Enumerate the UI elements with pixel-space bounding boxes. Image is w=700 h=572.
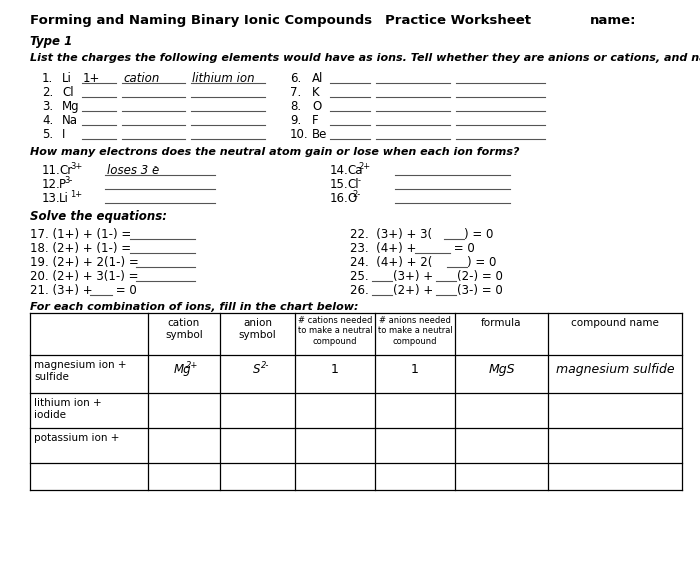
Text: 1+: 1+	[83, 72, 100, 85]
Text: ) = 0: ) = 0	[467, 256, 496, 269]
Text: anion
symbol: anion symbol	[239, 318, 276, 340]
Text: 1.: 1.	[42, 72, 53, 85]
Text: Cl: Cl	[347, 178, 358, 191]
Text: = 0: = 0	[112, 284, 136, 297]
Text: For each combination of ions, fill in the chart below:: For each combination of ions, fill in th…	[30, 302, 358, 312]
Text: 2+: 2+	[186, 361, 198, 370]
Text: 11.: 11.	[42, 164, 61, 177]
Text: 1: 1	[331, 363, 339, 376]
Text: 2-: 2-	[260, 361, 269, 370]
Text: # cations needed
to make a neutral
compound: # cations needed to make a neutral compo…	[298, 316, 372, 346]
Text: 2.: 2.	[42, 86, 53, 99]
Text: Li: Li	[62, 72, 72, 85]
Text: P: P	[59, 178, 66, 191]
Text: name:: name:	[590, 14, 636, 27]
Text: 18. (2+) + (1-) =: 18. (2+) + (1-) =	[30, 242, 131, 255]
Text: 13.: 13.	[42, 192, 61, 205]
Text: loses 3 e: loses 3 e	[107, 164, 160, 177]
Text: 5.: 5.	[42, 128, 53, 141]
Text: MgS: MgS	[489, 363, 514, 376]
Text: 21. (3+) +: 21. (3+) +	[30, 284, 92, 297]
Text: ) = 0: ) = 0	[464, 228, 494, 241]
Text: Cr: Cr	[59, 164, 72, 177]
Text: 19. (2+) + 2(1-) =: 19. (2+) + 2(1-) =	[30, 256, 139, 269]
Text: 3.: 3.	[42, 100, 53, 113]
Text: -: -	[154, 162, 157, 171]
Text: lithium ion +
iodide: lithium ion + iodide	[34, 398, 102, 420]
Text: Forming and Naming Binary Ionic Compounds: Forming and Naming Binary Ionic Compound…	[30, 14, 372, 27]
Text: 8.: 8.	[290, 100, 301, 113]
Text: Al: Al	[312, 72, 323, 85]
Text: 14.: 14.	[330, 164, 349, 177]
Text: Type 1: Type 1	[30, 35, 72, 48]
Text: formula: formula	[482, 318, 522, 328]
Text: (2+) +: (2+) +	[393, 284, 433, 297]
Text: I: I	[62, 128, 65, 141]
Text: F: F	[312, 114, 318, 127]
Text: K: K	[312, 86, 320, 99]
Text: 26.: 26.	[350, 284, 377, 297]
Text: How many electrons does the neutral atom gain or lose when each ion forms?: How many electrons does the neutral atom…	[30, 147, 519, 157]
Text: cation
symbol: cation symbol	[165, 318, 203, 340]
Text: Solve the equations:: Solve the equations:	[30, 210, 167, 223]
Text: 6.: 6.	[290, 72, 301, 85]
Text: 4.: 4.	[42, 114, 53, 127]
Text: 3+: 3+	[70, 162, 83, 171]
Text: O: O	[312, 100, 321, 113]
Text: Mg: Mg	[174, 363, 192, 376]
Text: 16.: 16.	[330, 192, 349, 205]
Text: 2-: 2-	[353, 190, 360, 199]
Text: O: O	[347, 192, 356, 205]
Text: 22.  (3+) + 3(: 22. (3+) + 3(	[350, 228, 432, 241]
Text: potassium ion +: potassium ion +	[34, 433, 120, 443]
Text: 17. (1+) + (1-) =: 17. (1+) + (1-) =	[30, 228, 132, 241]
Text: 10.: 10.	[290, 128, 309, 141]
Text: 24.  (4+) + 2(: 24. (4+) + 2(	[350, 256, 433, 269]
Text: Li: Li	[59, 192, 69, 205]
Text: magnesium ion +
sulfide: magnesium ion + sulfide	[34, 360, 127, 382]
Text: 25.: 25.	[350, 270, 376, 283]
Text: Na: Na	[62, 114, 78, 127]
Text: 2+: 2+	[358, 162, 370, 171]
Text: Be: Be	[312, 128, 328, 141]
Text: Ca: Ca	[347, 164, 363, 177]
Text: # anions needed
to make a neutral
compound: # anions needed to make a neutral compou…	[377, 316, 452, 346]
Text: Cl: Cl	[62, 86, 74, 99]
Text: -: -	[358, 176, 361, 185]
Text: Practice Worksheet: Practice Worksheet	[385, 14, 531, 27]
Text: (2-) = 0: (2-) = 0	[457, 270, 503, 283]
Text: 1: 1	[411, 363, 419, 376]
Text: cation: cation	[123, 72, 160, 85]
Text: 1+: 1+	[70, 190, 82, 199]
Text: compound name: compound name	[571, 318, 659, 328]
Text: 7.: 7.	[290, 86, 301, 99]
Text: 20. (2+) + 3(1-) =: 20. (2+) + 3(1-) =	[30, 270, 139, 283]
Text: Mg: Mg	[62, 100, 80, 113]
Text: = 0: = 0	[450, 242, 475, 255]
Text: lithium ion: lithium ion	[192, 72, 255, 85]
Text: 3-: 3-	[64, 176, 73, 185]
Text: magnesium sulfide: magnesium sulfide	[556, 363, 674, 376]
Text: 9.: 9.	[290, 114, 301, 127]
Text: 15.: 15.	[330, 178, 349, 191]
Text: (3-) = 0: (3-) = 0	[457, 284, 503, 297]
Text: List the charges the following elements would have as ions. Tell whether they ar: List the charges the following elements …	[30, 53, 700, 63]
Text: S: S	[253, 363, 260, 376]
Text: 23.  (4+) +: 23. (4+) +	[350, 242, 416, 255]
Text: (3+) +: (3+) +	[393, 270, 433, 283]
Text: 12.: 12.	[42, 178, 61, 191]
